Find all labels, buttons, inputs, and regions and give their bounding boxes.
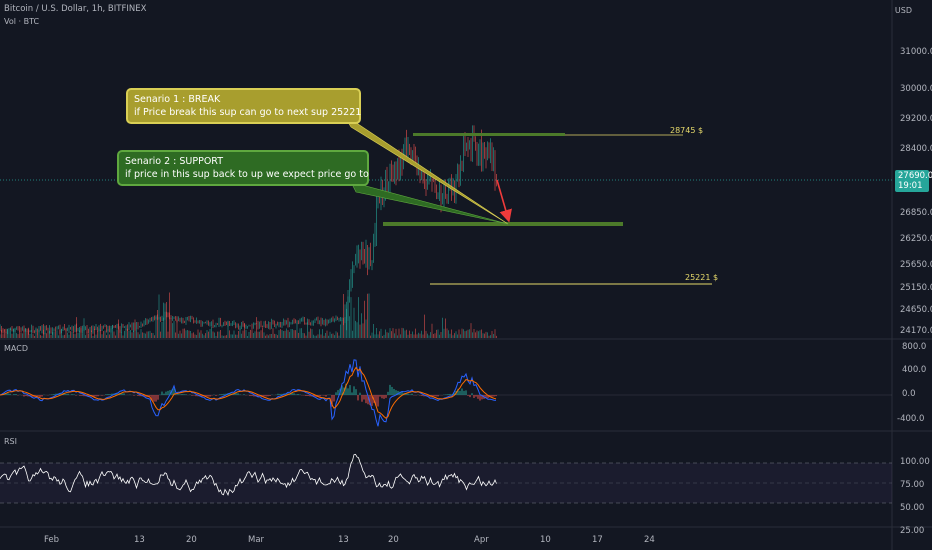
time-label: 10	[540, 535, 551, 545]
scenario-2-pointer	[350, 181, 509, 225]
price-tick: 29200.0	[900, 114, 932, 124]
resistance-zone	[413, 133, 565, 136]
macd-tick: 0.0	[902, 389, 916, 399]
rsi-tick: 50.00	[900, 503, 925, 513]
price-tick: 25650.0	[900, 260, 932, 270]
price-tick: 28400.0	[900, 144, 932, 154]
price-tick: 26850.0	[900, 208, 932, 218]
scenario-2-text: if price in this sup back to up we expec…	[125, 169, 369, 180]
rsi-line	[0, 453, 497, 497]
time-label: 20	[186, 535, 197, 545]
time-label: Feb	[44, 535, 60, 545]
macd-tick: 400.0	[902, 365, 927, 375]
macd-tick: 800.0	[902, 342, 927, 352]
macd-label: MACD	[4, 344, 28, 353]
volume-label: Vol · BTC	[4, 17, 40, 26]
signal-line	[0, 366, 497, 419]
time-label: Mar	[248, 535, 265, 545]
price-tick: 24650.0	[900, 305, 932, 315]
scenario-1-title: Senario 1 : BREAK	[134, 94, 221, 105]
price-tick: 24170.0	[900, 326, 932, 336]
price-tick: 31000.0	[900, 47, 932, 57]
rsi-tick: 25.00	[900, 526, 925, 536]
scenario-2-callout[interactable]: Senario 2 : SUPPORT if price in this sup…	[117, 150, 369, 186]
chart-title: Bitcoin / U.S. Dollar, 1h, BITFINEX	[4, 4, 147, 14]
time-label: 24	[644, 535, 655, 545]
time-label: Apr	[474, 535, 489, 545]
target-level-label: 25221 $	[685, 273, 719, 282]
resistance-level-label: 28745 $	[670, 126, 704, 135]
time-label: 13	[338, 535, 349, 545]
macd-line	[0, 359, 497, 427]
scenario-1-text: if Price break this sup can go to next s…	[134, 107, 362, 118]
current-price-badge: 27690.0 19:01	[895, 170, 932, 192]
countdown-timer: 19:01	[898, 181, 923, 191]
rsi-tick: 100.00	[900, 457, 930, 467]
rsi-tick: 75.00	[900, 480, 925, 490]
down-arrow	[496, 179, 512, 223]
scenario-1-callout[interactable]: Senario 1 : BREAK if Price break this su…	[126, 88, 361, 124]
price-tick: 26250.0	[900, 234, 932, 244]
macd-tick: -400.0	[897, 414, 925, 424]
current-price-value: 27690.0	[898, 171, 932, 181]
support-zone	[383, 222, 623, 226]
price-tick: 25150.0	[900, 283, 932, 293]
currency-label: USD	[894, 6, 912, 15]
scenario-2-title: Senario 2 : SUPPORT	[125, 156, 224, 167]
time-label: 17	[592, 535, 603, 545]
price-tick: 30000.0	[900, 84, 932, 94]
rsi-label: RSI	[4, 437, 17, 446]
time-label: 13	[134, 535, 145, 545]
time-label: 20	[388, 535, 399, 545]
